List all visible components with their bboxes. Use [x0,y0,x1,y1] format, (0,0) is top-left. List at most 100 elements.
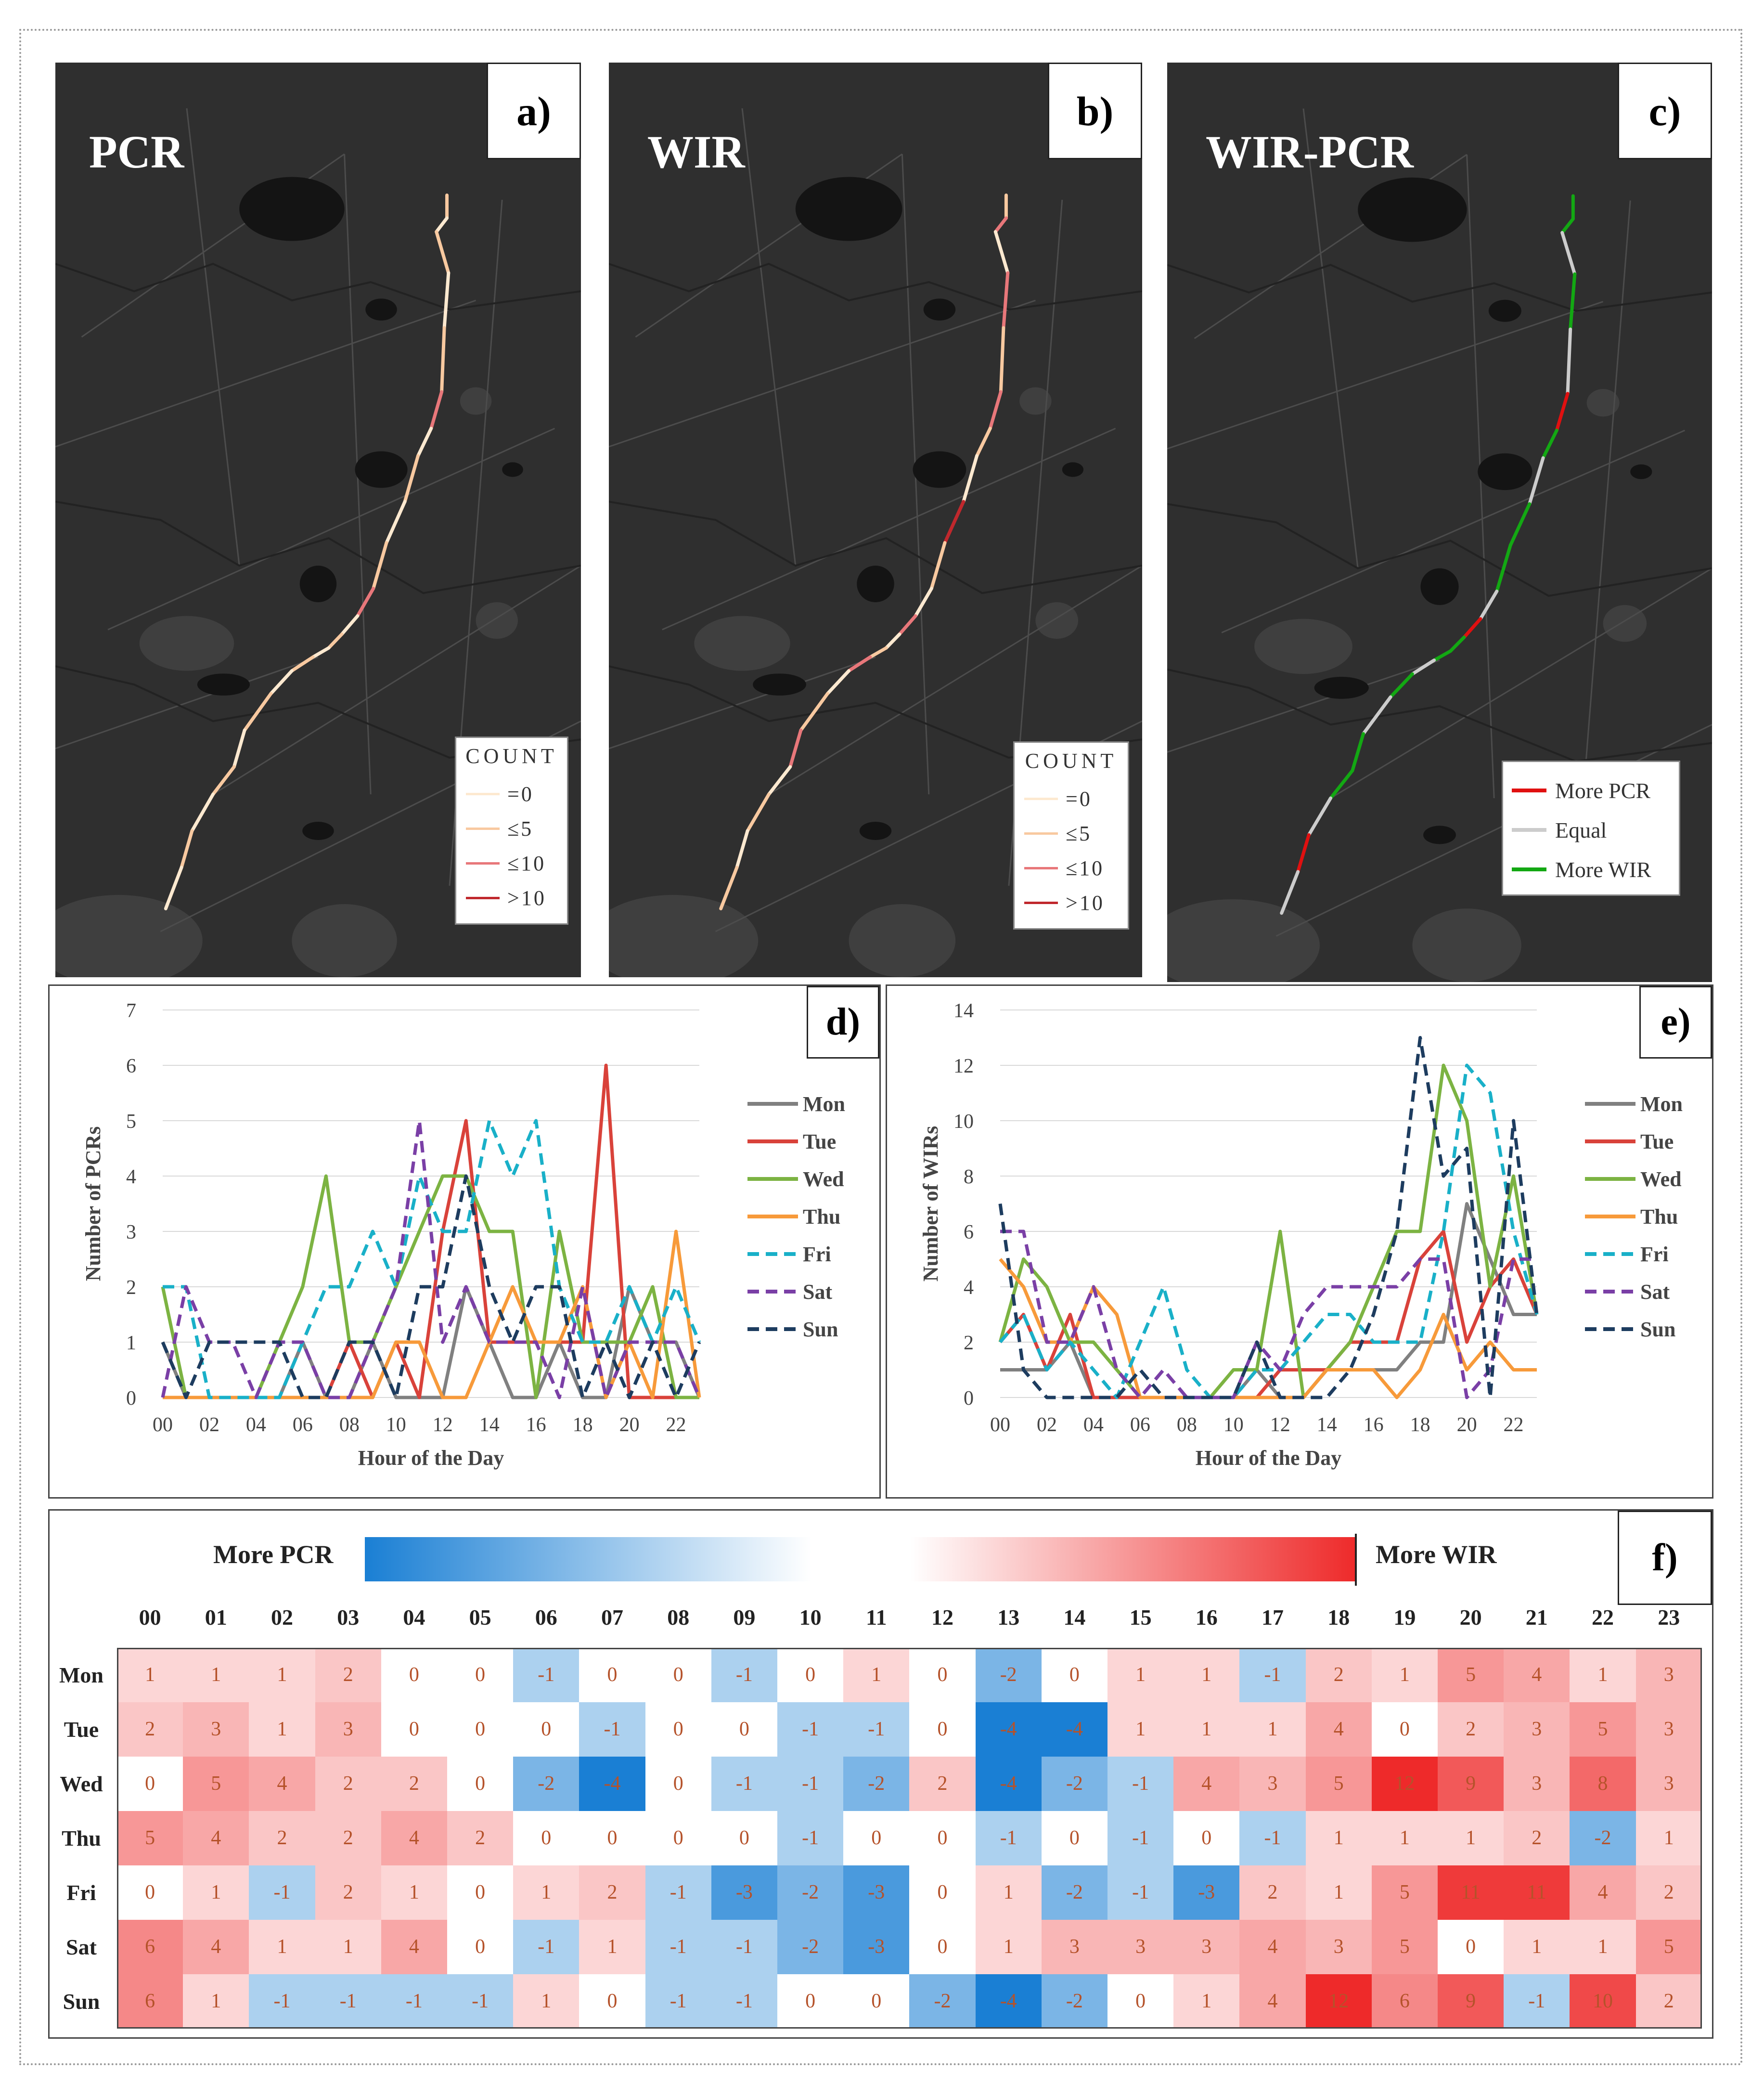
series-line-fri [999,1063,1539,1399]
x-tick-label: 16 [526,1414,546,1436]
heatmap-cell: -3 [711,1865,777,1920]
legend-label: Sat [1640,1280,1670,1304]
heatmap-cell: 0 [447,1757,514,1811]
count-legend-item: >10 [1024,885,1105,920]
lake [795,177,902,241]
heatmap-cell: -4 [1041,1702,1107,1757]
x-tick-label: 02 [199,1414,219,1436]
series-line-sun [998,1036,1539,1399]
route-segment [929,541,947,590]
x-tick-label: 20 [619,1414,640,1436]
heatmap-cell: 3 [1504,1702,1570,1757]
map-a-title: PCR [89,126,184,178]
figure-frame [19,29,1742,2065]
route-segment [1432,649,1453,662]
heatmap-panel-f: f) More PCR More WIR 00 01 02 03 04 05 06 07 08 0… [48,1509,1713,2039]
heatmap-cell: -1 [447,1974,514,2029]
x-tick-label: 20 [1457,1414,1477,1436]
heatmap-cell: 6 [117,1974,183,2029]
legend-swatch [1024,901,1058,904]
heatmap-cell: 0 [711,1811,777,1865]
x-tick-label: 22 [1504,1414,1524,1436]
count-legend-title: COUNT [1025,749,1118,773]
heatmap-cell: -2 [777,1920,844,1974]
county-boundary [1275,724,1712,937]
heatmap-cell: 0 [579,1648,645,1702]
heatmap-cell: 3 [1635,1702,1702,1757]
y-axis-label: Number of WIRs [919,1126,942,1282]
y-axis-label: Number of PCRs [81,1126,105,1281]
route-segment [1555,392,1570,432]
heatmap-cell: -1 [1107,1757,1174,1811]
x-tick-label: 04 [246,1414,266,1436]
heatmap-cell: -1 [513,1920,579,1974]
urban-area [34,895,203,986]
heatmap-cell: 1 [183,1865,249,1920]
heatmap-column-label: 09 [733,1605,756,1630]
heatmap-cell: 5 [1371,1865,1438,1920]
heatmap-cell: 3 [1041,1920,1107,1974]
count-legend-a: COUNT =0 ≤5 ≤10 >10 [455,737,568,925]
route-segment [1569,272,1577,331]
panel-label-c: c) [1618,63,1712,159]
heatmap-cell: 0 [909,1920,976,1974]
map-panel-c: WIR-PCR c) [1145,63,1712,992]
heatmap-cell: 5 [1570,1702,1636,1757]
route-segment [1462,617,1482,639]
x-tick-label: 14 [479,1414,500,1436]
heatmap-cell: 6 [117,1920,183,1974]
panel-label-f: f) [1618,1511,1712,1605]
heatmap-cell: 1 [117,1648,183,1702]
heatmap-cell: 3 [315,1702,381,1757]
route-segment [1002,271,1010,330]
heatmap-cell: 0 [843,1974,910,2029]
route-segment [327,633,344,650]
panel-label-b: b) [1048,63,1142,159]
x-tick-label: 10 [1223,1414,1244,1436]
heatmap-cell: -4 [975,1974,1042,2029]
count-legend-item: >10 [466,880,546,915]
route-segment [180,829,194,869]
heatmap-cell: 4 [381,1811,447,1865]
county-boundary [1167,660,1440,753]
route-segment [211,765,236,796]
heatmap-cell: -2 [1041,1757,1107,1811]
heatmap-row-label: Sun [63,1989,100,2014]
lake [1423,826,1456,844]
legend-label: Wed [803,1167,844,1191]
heatmap-cell: -1 [315,1974,381,2029]
urban-area [849,904,956,977]
y-tick-label: 2 [126,1277,136,1299]
x-tick-label: 12 [433,1414,453,1436]
heatmap-cell: 0 [711,1702,777,1757]
heatmap-column-label: 04 [403,1605,425,1630]
heatmap-grid: 00 01 02 03 04 05 06 07 08 09 10 11 12 13 14 15 16 17 18 19… [50,1511,1712,2037]
route-segment [356,587,375,618]
heatmap-cell: 2 [579,1865,645,1920]
y-tick-label: 0 [964,1387,974,1410]
urban-area [1145,899,1320,992]
heatmap-cell: 4 [249,1757,315,1811]
urban-area [694,616,790,671]
route-segment [416,427,433,458]
heatmap-cell: 5 [117,1811,183,1865]
x-tick-label: 14 [1317,1414,1337,1436]
heatmap-cell: -1 [711,1920,777,1974]
route-segment [735,829,749,869]
heatmap-cell: 0 [777,1974,844,2029]
heatmap-cell: 2 [909,1757,976,1811]
heatmap-cell: 1 [1371,1648,1438,1702]
legend-label: Tue [803,1130,836,1153]
count-legend-item: ≤5 [1024,816,1105,851]
y-tick-label: 8 [964,1166,974,1188]
legend-label: >10 [507,886,546,910]
urban-area [292,904,397,977]
heatmap-cell: 12 [1305,1974,1372,2029]
route-segment [993,230,1010,275]
county-boundary [212,565,581,795]
legend-label: >10 [1066,891,1105,915]
heatmap-cell: -1 [711,1974,777,2029]
heatmap-cell: -2 [513,1757,579,1811]
series-line-sat [161,1119,701,1399]
